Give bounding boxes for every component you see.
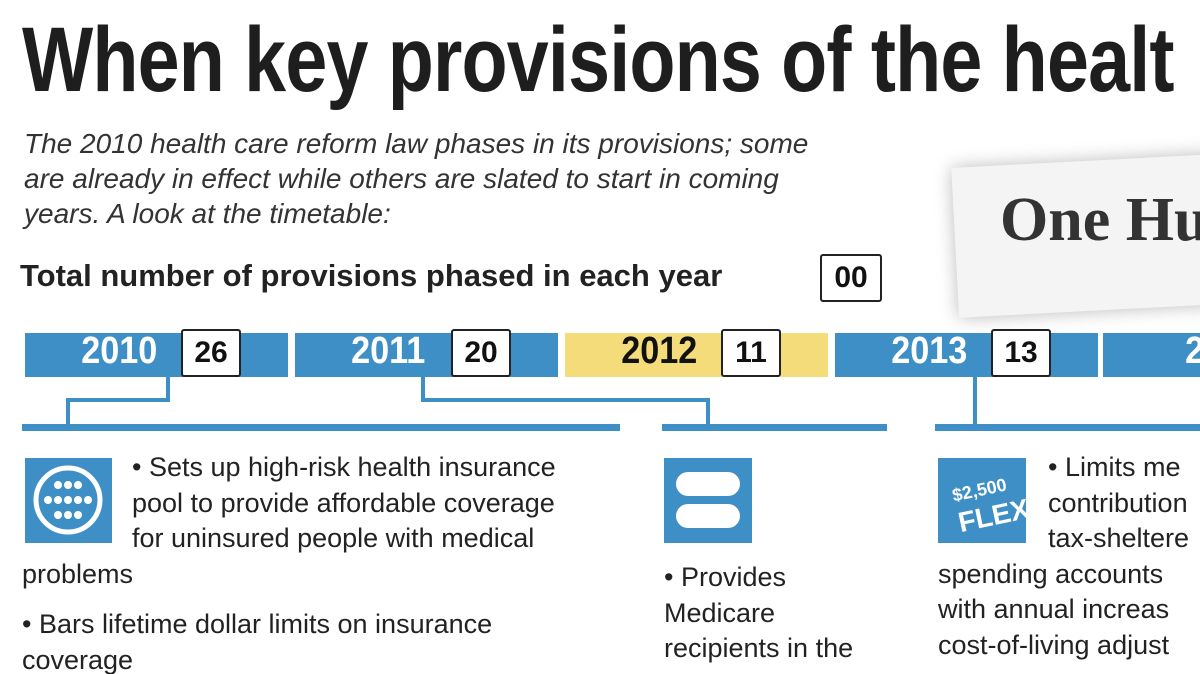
bullet-text: contribution (1048, 487, 1188, 518)
legend-box: 00 (820, 254, 882, 302)
newspaper-text: One Hu (1000, 186, 1200, 254)
bullet-text: problems (22, 558, 134, 589)
timeline-segment: 2011 20 (295, 329, 558, 377)
connector (166, 377, 170, 402)
year-label: 2010 (81, 330, 158, 372)
bullet-text: coverage (22, 644, 134, 674)
icon-pills (664, 458, 752, 543)
bullet-text: • Bars lifetime dollar limits on insuran… (22, 609, 493, 639)
timeline-segment: 20 (1103, 330, 1200, 377)
bullet-text: pool to provide affordable coverage (132, 487, 555, 518)
year-label: 2011 (351, 330, 426, 372)
icon-flex: $2,500 FLEX (938, 458, 1032, 543)
icon-graphic (33, 465, 103, 535)
rule (935, 424, 1200, 431)
bullet-text: recipients in the (664, 633, 854, 663)
year-label: 20 (1185, 330, 1200, 373)
connector (66, 398, 170, 402)
bullet-text: • Sets up high-risk health insurance (132, 452, 556, 482)
connector (421, 398, 710, 402)
title: When key provisions of the healt (22, 9, 1174, 111)
timeline-segment: 2012 11 (565, 329, 828, 377)
count-box: 26 (181, 329, 241, 377)
connector (66, 398, 70, 426)
connector (706, 398, 710, 426)
timeline-segment: 2010 26 (25, 329, 288, 377)
intro: are already in effect while others are s… (24, 163, 779, 194)
year-label: 2013 (891, 330, 968, 372)
bullet-text: • Provides (664, 562, 787, 592)
icon-pool (25, 458, 112, 543)
bullet-text: • Limits me (1048, 452, 1181, 482)
intro: The 2010 health care reform law phases i… (24, 128, 809, 159)
icon-graphic (676, 472, 740, 528)
rule (662, 424, 887, 431)
legend-label: Total number of provisions phased in eac… (20, 258, 723, 293)
count-box: 20 (451, 329, 511, 377)
count-box: 13 (991, 329, 1051, 377)
count-box: 11 (721, 329, 781, 377)
bullet-text: Medicare (664, 597, 776, 628)
connector (421, 377, 425, 402)
bullet-text: spending accounts (938, 558, 1164, 589)
bullet-text: for uninsured people with medical (132, 523, 535, 553)
bullet-text: tax-sheltere (1048, 523, 1190, 553)
year-label: 2012 (621, 330, 698, 372)
bullet-text: cost-of-living adjust (938, 629, 1170, 660)
connector (973, 377, 977, 426)
rule (22, 424, 620, 431)
timeline-segment: 2013 13 (835, 329, 1098, 377)
bullet-text: with annual increas (938, 594, 1170, 624)
intro: years. A look at the timetable: (24, 198, 391, 229)
